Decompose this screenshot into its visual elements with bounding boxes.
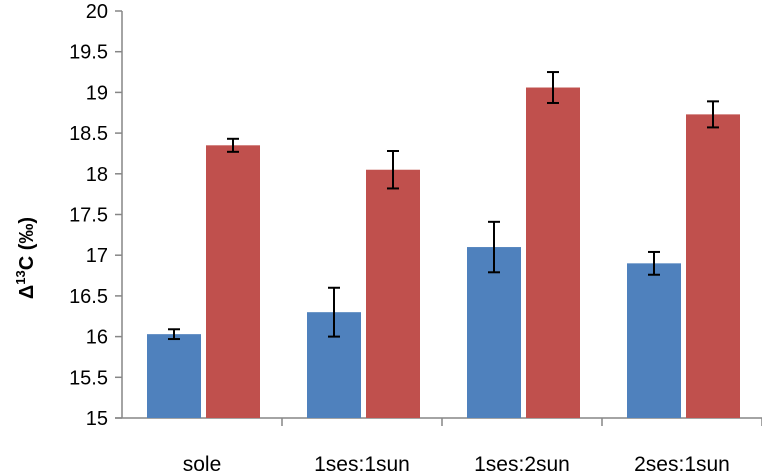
y-tick-label: 17 [86,245,108,267]
bar [526,87,580,419]
category-label: 2ses:1sun [634,453,730,475]
y-axis-title-sup: 13 [13,270,28,284]
y-tick-label: 18.5 [69,123,108,145]
y-tick-label: 18 [86,164,108,186]
y-tick-labels: 15 15.5 16 16.5 17 17.5 18 18.5 19 19.5 20 [69,1,108,430]
y-axis-title-rest: C (‰) [16,217,38,270]
category-labels: sole 1ses:1sun 1ses:2sun 2ses:1sun [183,453,730,475]
category-label: 1ses:1sun [314,453,410,475]
bar [206,145,260,418]
y-axis-title-base: Δ [16,285,38,299]
bar [366,169,420,418]
y-tick-label: 16.5 [69,286,108,308]
y-tick-label: 15 [86,408,108,430]
error-bars [168,71,719,341]
y-tick-label: 19 [86,82,108,104]
y-tick-label: 15.5 [69,367,108,389]
bar [686,114,740,419]
y-tick-label: 17.5 [69,205,108,227]
bar [467,247,521,418]
bar [147,334,201,418]
bars [147,87,740,419]
y-axis-title: Δ13C (‰) [13,217,38,299]
y-tick-label: 16 [86,327,108,349]
bar [627,263,681,418]
category-label: 1ses:2sun [474,453,570,475]
y-tick-label: 20 [86,1,108,23]
category-label: sole [183,453,222,475]
y-tick-label: 19.5 [69,42,108,64]
